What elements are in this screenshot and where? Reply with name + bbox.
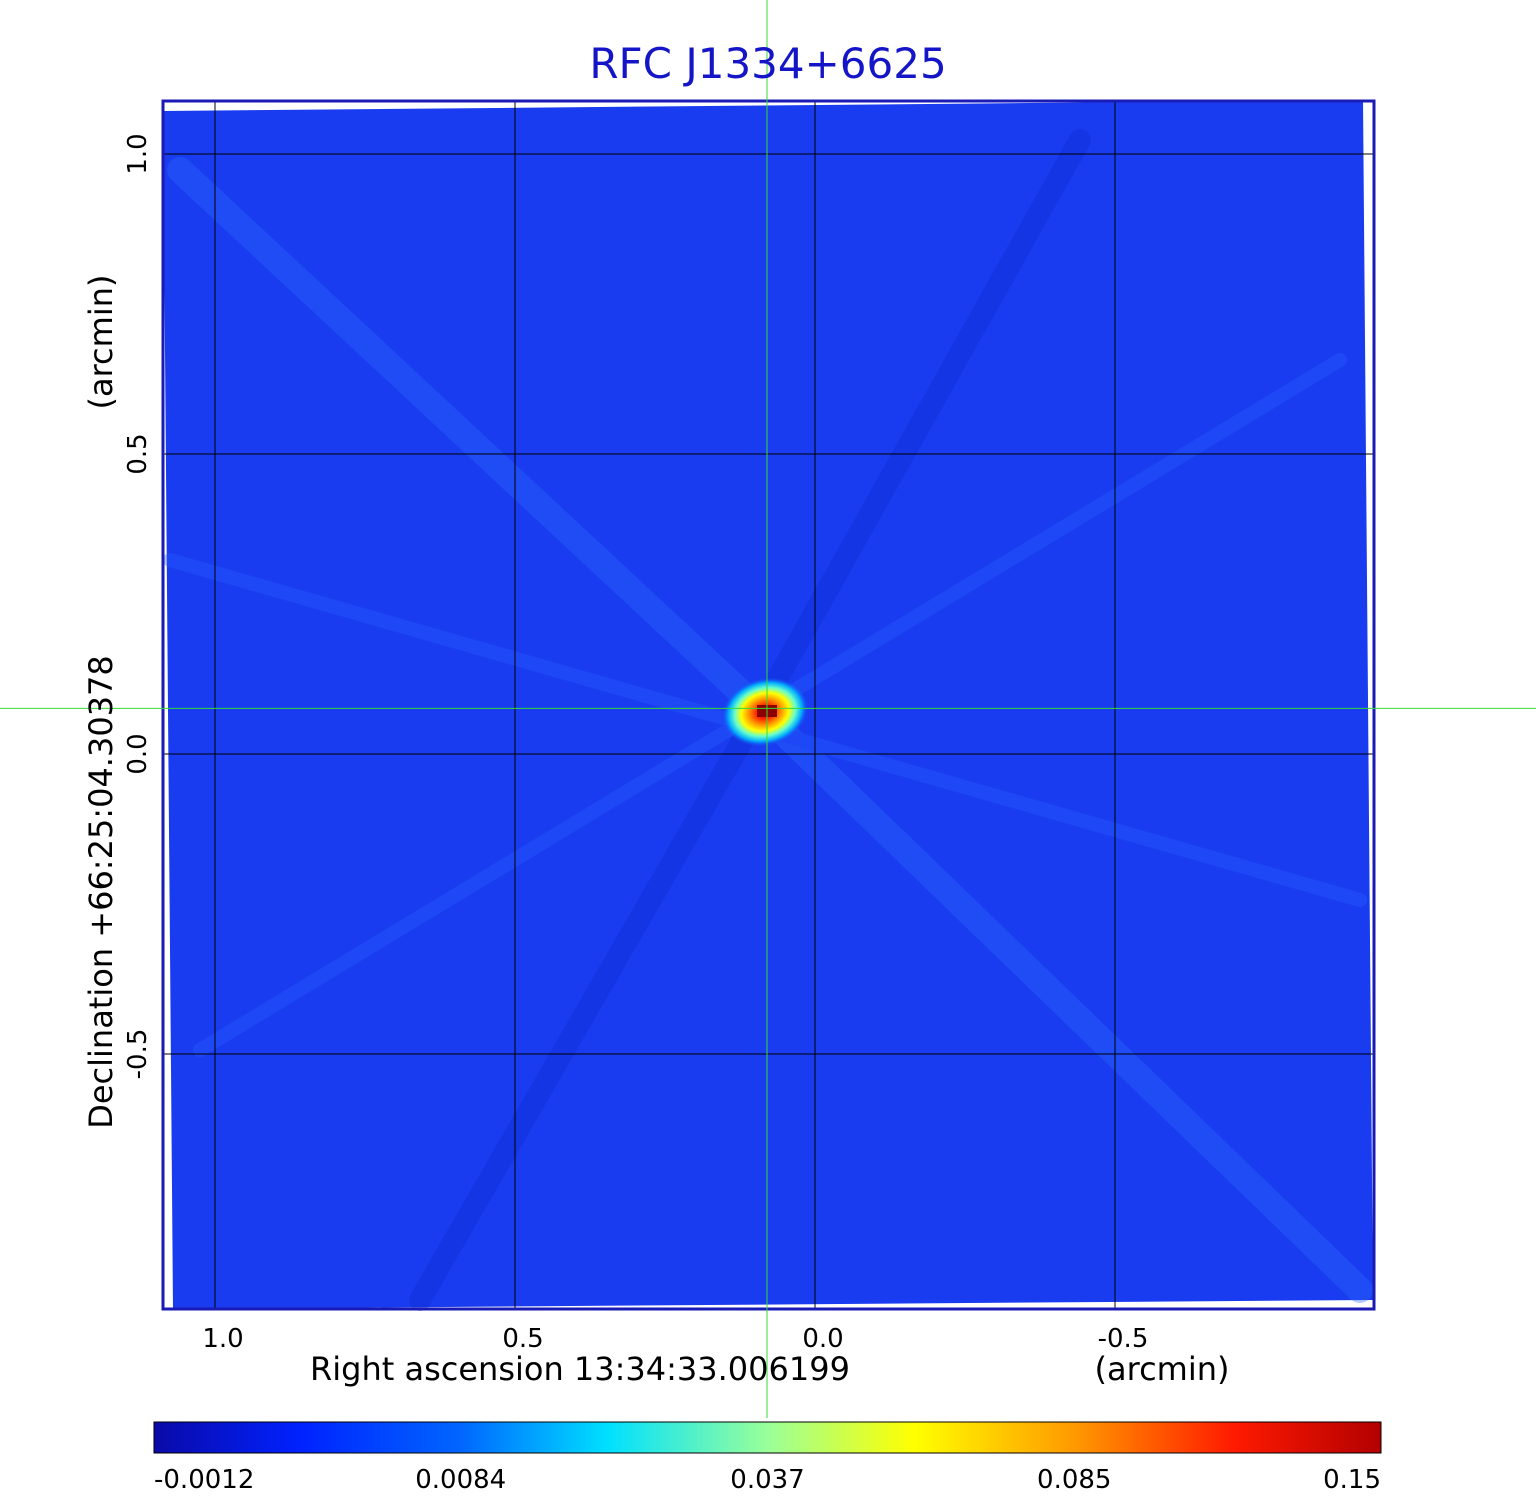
y-axis-unit: (arcmin)	[82, 275, 120, 410]
x-axis-unit: (arcmin)	[1095, 1350, 1230, 1388]
y-tick-labels: 1.0 0.5 0.0 -0.5	[123, 133, 153, 1079]
y-tick-label-3: -0.5	[123, 1029, 153, 1080]
colorbar-tick-label-3: 0.085	[1037, 1465, 1111, 1495]
x-tick-label-3: -0.5	[1098, 1324, 1149, 1354]
colorbar-tick-label-1: 0.0084	[415, 1465, 506, 1495]
x-tick-labels: 1.0 0.5 0.0 -0.5	[202, 1324, 1148, 1354]
y-axis-label: Declination +66:25:04.30378	[82, 655, 120, 1129]
y-tick-label-2: 0.0	[123, 733, 153, 774]
colorbar-tick-label-4: 0.15	[1323, 1465, 1381, 1495]
plot-frame	[161, 99, 1376, 1311]
x-tick-label-2: 0.0	[802, 1324, 843, 1354]
x-axis-label: Right ascension 13:34:33.006199	[310, 1350, 850, 1388]
colorbar-tick-label-2: 0.037	[730, 1465, 804, 1495]
colorbar-tick-label-0: -0.0012	[154, 1465, 254, 1495]
chart-title: RFC J1334+6625	[589, 39, 946, 88]
grid-lines	[163, 101, 1374, 1309]
y-tick-label-0: 1.0	[123, 133, 153, 174]
x-tick-label-0: 1.0	[202, 1324, 243, 1354]
colorbar	[153, 1421, 1382, 1454]
colorbar-tick-labels: -0.0012 0.0084 0.037 0.085 0.15	[154, 1465, 1381, 1495]
crosshair	[0, 0, 1536, 1418]
x-tick-label-1: 0.5	[502, 1324, 543, 1354]
y-tick-label-1: 0.5	[123, 433, 153, 474]
